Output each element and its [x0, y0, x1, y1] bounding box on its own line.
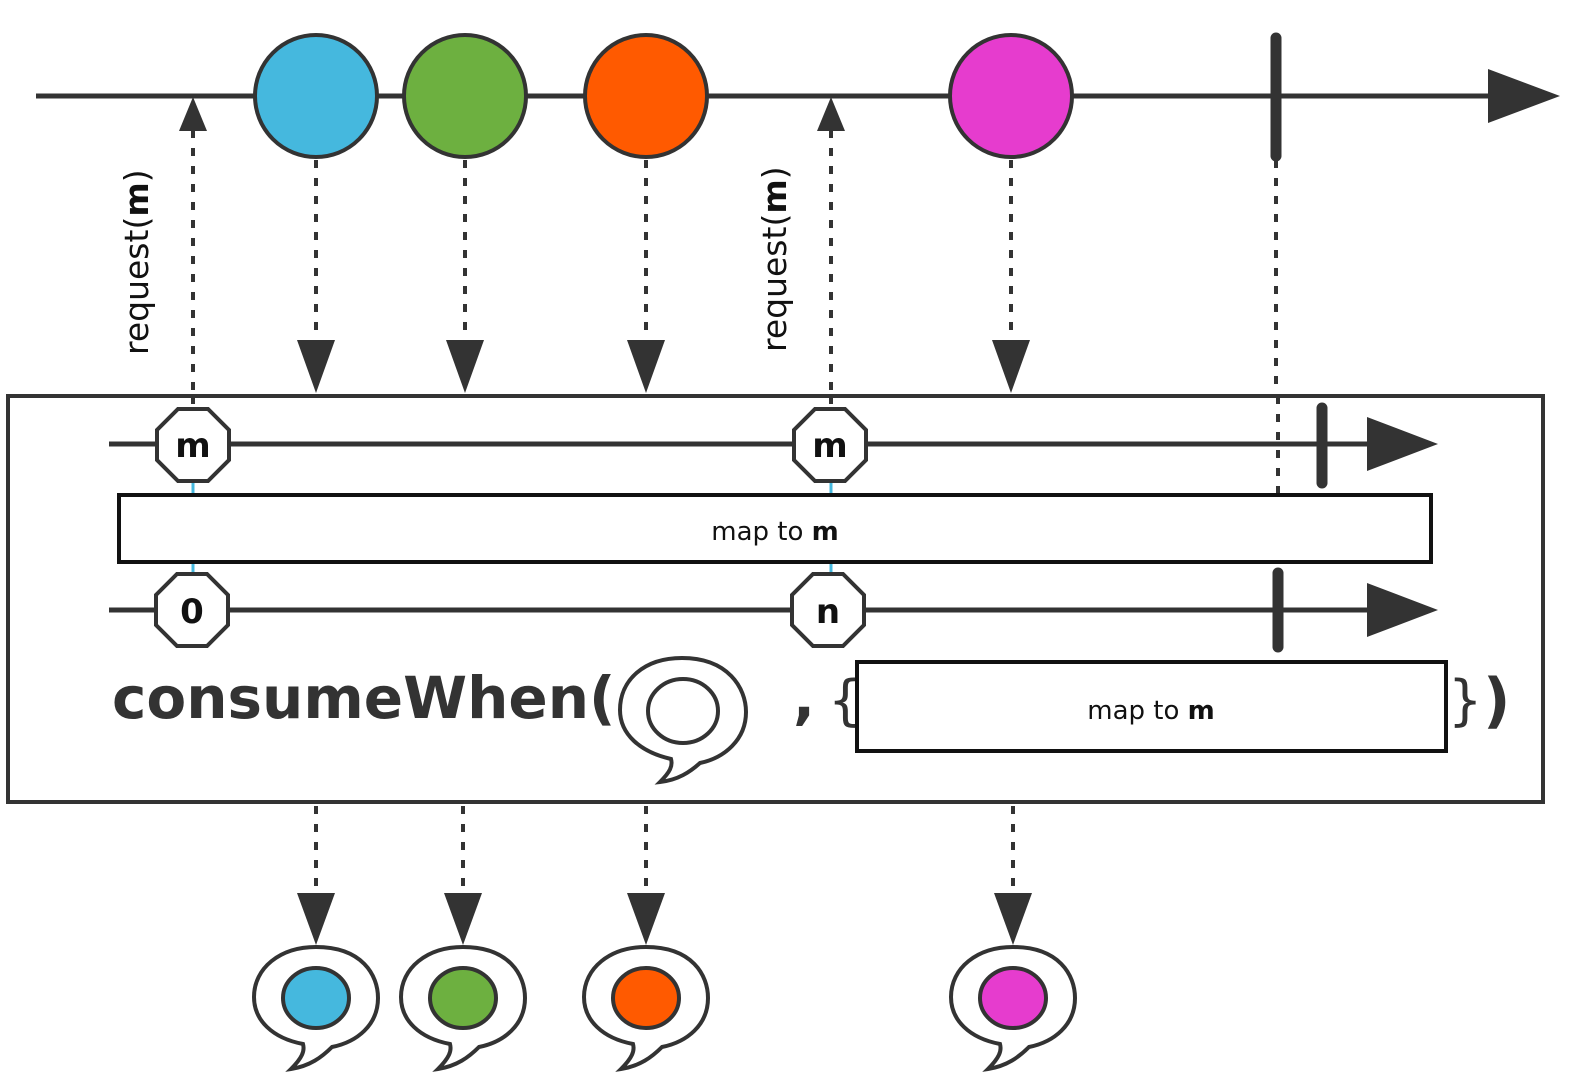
- output-arrow-orange-head: [627, 893, 665, 945]
- request-label-1: request(m): [117, 169, 156, 355]
- marble-magenta: [948, 33, 1074, 159]
- request-arrow-1-head: [179, 97, 207, 131]
- output-marble-blue: [281, 966, 351, 1030]
- output-arrows: [297, 806, 1032, 945]
- output-arrow-green-head: [444, 893, 482, 945]
- inner-top-timeline: [109, 402, 1438, 489]
- octagon-top-1: m: [155, 407, 231, 483]
- operator-comma: ,: [793, 664, 815, 732]
- inner-bottom-timeline-arrowhead: [1367, 583, 1438, 637]
- output-bubble-magenta: [948, 944, 1078, 1072]
- output-marble-orange: [611, 966, 681, 1030]
- octagon-bottom-2: n: [790, 572, 866, 648]
- octagon-bottom-1-label: 0: [180, 592, 204, 632]
- output-bubble-blue: [251, 944, 381, 1072]
- inner-bottom-timeline: [109, 567, 1438, 653]
- map-box-label: map to m: [711, 517, 839, 547]
- request-arrow-2: [817, 97, 845, 410]
- operator-close-paren: ): [1483, 666, 1510, 736]
- octagon-bottom-1: 0: [154, 572, 230, 648]
- map-function-box: [855, 660, 1448, 753]
- source-timeline-arrowhead: [1488, 69, 1560, 123]
- octagon-top-2: m: [792, 407, 868, 483]
- marble-blue: [253, 33, 379, 159]
- inner-top-timeline-arrowhead: [1367, 417, 1438, 471]
- marble-green: [402, 33, 528, 159]
- operator-name: consumeWhen(: [112, 664, 616, 732]
- map-function-label: map to m: [1087, 696, 1215, 726]
- request-arrow-1: [179, 97, 207, 410]
- input-arrow-magenta-head: [992, 340, 1030, 393]
- input-arrow-orange-head: [627, 340, 665, 393]
- predicate-bubble-icon: [617, 655, 749, 785]
- output-arrow-blue-head: [297, 893, 335, 945]
- octagon-top-1-label: m: [175, 426, 210, 466]
- output-arrow-magenta-head: [994, 893, 1032, 945]
- octagon-bottom-2-label: n: [816, 592, 840, 632]
- input-arrow-green-head: [446, 340, 484, 393]
- input-arrow-blue-head: [297, 340, 335, 393]
- request-label-2: request(m): [755, 166, 794, 352]
- request-arrow-2-head: [817, 97, 845, 131]
- input-arrows: [297, 160, 1030, 393]
- output-bubble-orange: [581, 944, 711, 1072]
- operator-brace-close: }: [1448, 669, 1482, 732]
- output-bubble-green: [398, 944, 528, 1072]
- marble-orange: [583, 33, 709, 159]
- map-box: [117, 493, 1433, 564]
- output-marble-magenta: [978, 966, 1048, 1030]
- output-marble-green: [428, 966, 498, 1030]
- octagon-top-2-label: m: [812, 426, 847, 466]
